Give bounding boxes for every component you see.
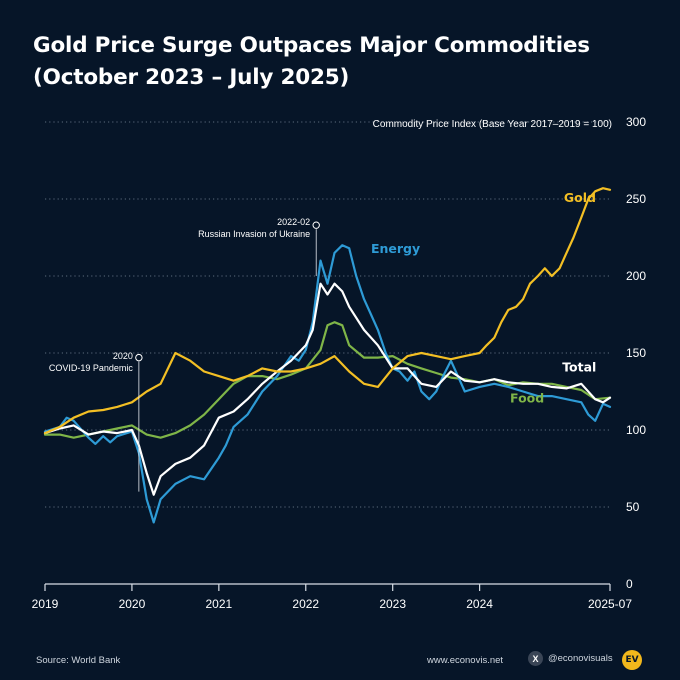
annotations: 2020 COVID-19 Pandemic 2022-02 Russian Inva… — [49, 217, 320, 492]
ev-logo: EV — [622, 650, 642, 670]
series-label-total: Total — [562, 359, 596, 374]
y-tick-label: 200 — [626, 269, 646, 283]
y-tick-label: 250 — [626, 192, 646, 206]
annotation-event: COVID-19 Pandemic — [49, 363, 134, 373]
series-line-energy — [43, 244, 612, 524]
annotation-year: 2022-02 — [277, 217, 310, 227]
series-line-gold — [43, 187, 612, 435]
y-axis-label: Commodity Price Index (Base Year 2017–20… — [373, 119, 612, 130]
x-tick-label: 2022 — [292, 597, 319, 611]
x-tick-label: 2025-07 — [588, 597, 632, 611]
annotation-event: Russian Invasion of Ukraine — [198, 229, 310, 239]
title-line-1: Gold Price Surge Outpaces Major Commodit… — [33, 33, 590, 58]
annotation-marker — [312, 221, 320, 229]
x-tick-label: 2020 — [119, 597, 146, 611]
series-line-food — [43, 321, 612, 439]
website-link[interactable]: www.econovis.net — [427, 655, 504, 666]
y-tick-label: 100 — [626, 423, 646, 437]
annotation-year: 2020 — [113, 351, 133, 361]
series-labels: Food Energy Total Gold — [371, 190, 596, 405]
x-tick-label: 2024 — [466, 597, 493, 611]
series-label-gold: Gold — [564, 190, 596, 205]
y-tick-label: 300 — [626, 115, 646, 129]
series-label-food: Food — [510, 390, 544, 405]
y-tick-label: 50 — [626, 500, 640, 514]
series-label-energy: Energy — [371, 241, 420, 256]
source-note: Source: World Bank — [36, 655, 121, 666]
x-logo-icon: X — [528, 651, 543, 666]
series-group — [43, 187, 612, 524]
title-line-2: (October 2023 – July 2025) — [33, 65, 350, 90]
social-handle[interactable]: X @econovisuals — [528, 651, 613, 666]
handle-text: @econovisuals — [548, 653, 613, 664]
series-line-total — [43, 282, 612, 496]
y-axis: 0 50 100 150 200 250 300 — [626, 115, 646, 591]
chart-title: Gold Price Surge Outpaces Major Commodit… — [33, 30, 653, 94]
gridlines — [45, 121, 610, 508]
annotation-marker — [135, 353, 143, 362]
x-tick-label: 2023 — [379, 597, 406, 611]
x-tick-label: 2021 — [205, 597, 232, 611]
x-tick-label: 2019 — [32, 597, 59, 611]
x-axis: 2019 2020 2021 2022 2023 2024 2025-07 — [32, 583, 632, 611]
y-tick-label: 150 — [626, 346, 646, 360]
y-tick-label: 0 — [626, 577, 633, 591]
